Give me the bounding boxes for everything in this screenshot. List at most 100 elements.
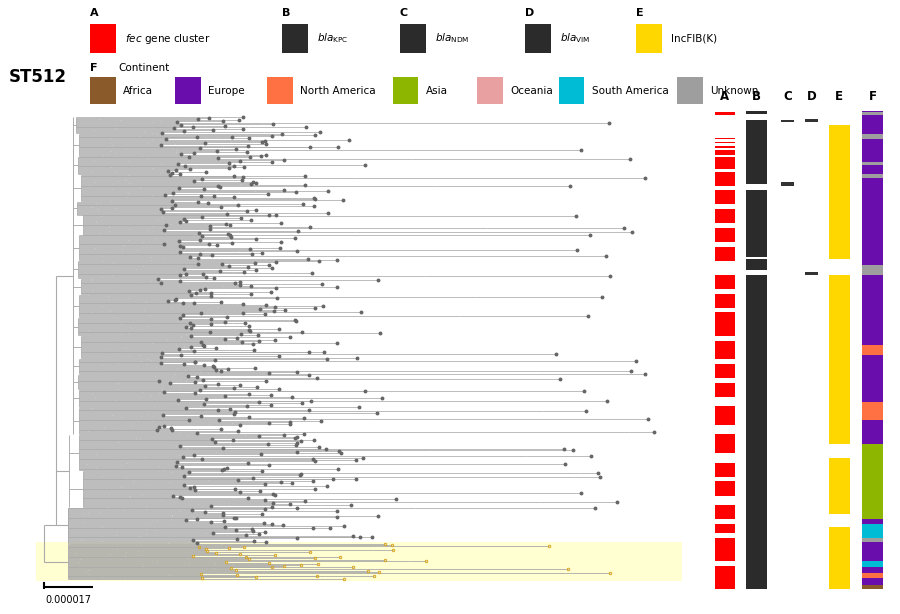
Bar [862, 185, 883, 187]
Bar [829, 252, 850, 253]
Bar [746, 517, 767, 518]
Bar [862, 537, 883, 538]
Bar [806, 120, 818, 121]
Bar [746, 209, 767, 210]
Bar [715, 423, 735, 424]
Bar [715, 249, 735, 251]
Bar [715, 365, 735, 366]
Text: $bla_{\mathsf{KPC}}$: $bla_{\mathsf{KPC}}$ [317, 32, 348, 45]
Bar [862, 122, 883, 123]
Bar [715, 408, 735, 409]
Bar [715, 176, 735, 177]
Bar [829, 149, 850, 150]
Bar [829, 542, 850, 543]
Bar [862, 507, 883, 508]
Bar [862, 146, 883, 147]
Bar [829, 224, 850, 225]
Bar [746, 396, 767, 397]
Bar [829, 311, 850, 313]
Bar [715, 409, 735, 410]
Bar [829, 161, 850, 162]
Bar [715, 353, 735, 354]
Bar [862, 476, 883, 478]
Bar [267, 77, 293, 104]
Bar [715, 281, 735, 282]
Bar [715, 278, 735, 279]
Bar [746, 149, 767, 150]
Bar [746, 225, 767, 226]
Bar [862, 364, 883, 365]
Bar [862, 385, 883, 386]
Bar [862, 141, 883, 142]
Bar [829, 197, 850, 198]
Bar [862, 526, 883, 527]
Bar [862, 196, 883, 197]
Bar [829, 334, 850, 335]
Bar [829, 373, 850, 375]
Bar [715, 554, 735, 556]
Bar [715, 286, 735, 287]
Bar [715, 333, 735, 334]
Bar [862, 462, 883, 463]
Bar [746, 369, 767, 370]
Bar [829, 479, 850, 480]
Bar [175, 77, 201, 104]
Bar [715, 288, 735, 289]
Bar [862, 345, 883, 346]
Bar [746, 545, 767, 546]
Bar [862, 572, 883, 573]
Bar [746, 291, 767, 292]
Bar [862, 120, 883, 121]
Bar [746, 208, 767, 209]
Bar [829, 527, 850, 529]
Bar [862, 515, 883, 516]
Bar [746, 423, 767, 424]
Bar [829, 495, 850, 497]
Bar [829, 548, 850, 549]
Bar [715, 318, 735, 319]
Bar [862, 329, 883, 330]
Bar [862, 201, 883, 203]
Bar [829, 423, 850, 424]
Bar [746, 164, 767, 165]
Bar [715, 447, 735, 448]
Bar [862, 363, 883, 364]
Bar [862, 430, 883, 431]
Bar [829, 547, 850, 548]
Bar [862, 221, 883, 222]
Bar [715, 177, 735, 178]
Bar [829, 193, 850, 194]
Text: Asia: Asia [426, 85, 448, 96]
Bar [746, 276, 767, 277]
Bar [715, 356, 735, 357]
Bar [862, 277, 883, 278]
Bar [746, 228, 767, 229]
Bar [746, 301, 767, 302]
Bar [715, 222, 735, 223]
Bar [746, 537, 767, 538]
Bar [715, 341, 735, 343]
Bar [829, 409, 850, 410]
Bar [746, 492, 767, 494]
Bar [829, 305, 850, 306]
Bar [862, 163, 883, 164]
Bar [829, 157, 850, 158]
Bar [862, 319, 883, 320]
Bar [715, 210, 735, 211]
Bar [746, 134, 767, 135]
Bar [715, 464, 735, 465]
Bar [862, 485, 883, 486]
Bar [829, 233, 850, 235]
Bar [829, 443, 850, 444]
Bar [746, 524, 767, 526]
Bar [746, 563, 767, 564]
Bar [715, 200, 735, 201]
Bar [715, 302, 735, 303]
Bar [746, 417, 767, 418]
Bar [746, 359, 767, 360]
Bar [715, 201, 735, 203]
Bar [829, 211, 850, 212]
Bar [862, 315, 883, 316]
Bar [715, 515, 735, 516]
Bar [746, 577, 767, 578]
